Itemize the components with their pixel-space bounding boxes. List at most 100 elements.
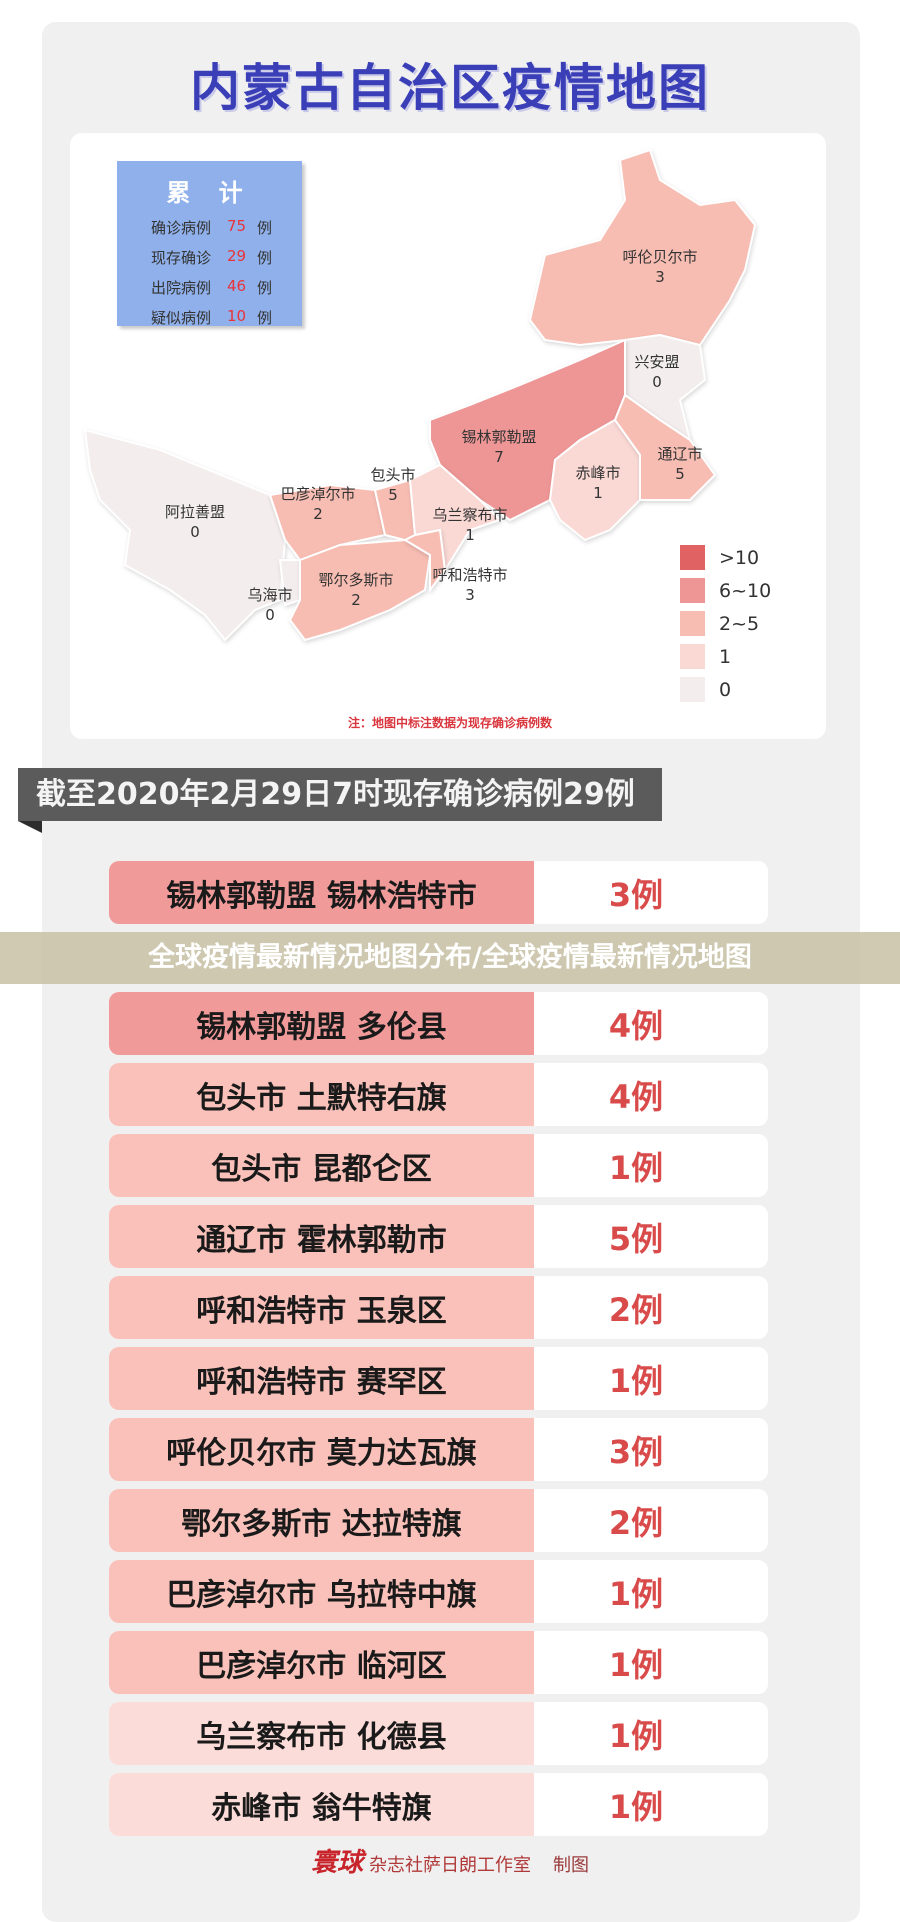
- summary-unit: 例: [257, 279, 273, 297]
- legend-label: 2~5: [719, 612, 760, 635]
- region-value: 3: [465, 586, 475, 604]
- map-region: [528, 148, 757, 347]
- region-value: 2: [351, 591, 361, 609]
- row-count: 3例: [608, 875, 664, 914]
- region-name: 通辽市: [657, 445, 702, 463]
- region-value: 0: [652, 373, 662, 391]
- summary-box: 累 计 确诊病例 75 例现存确诊 29 例出院病例 46 例疑似病例 10 例: [117, 161, 302, 328]
- summary-value: 29: [227, 247, 247, 265]
- region-name: 阿拉善盟: [165, 503, 225, 521]
- legend-swatch: [680, 611, 705, 636]
- legend-swatch: [680, 545, 705, 570]
- row-place: 锡林郭勒盟 多伦县: [109, 992, 534, 1055]
- row-place: 赤峰市 翁牛特旗: [109, 1773, 534, 1836]
- summary-value: 75: [227, 217, 247, 235]
- row-count: 1例: [608, 1716, 664, 1755]
- region-name: 呼伦贝尔市: [622, 248, 697, 266]
- region-name: 兴安盟: [634, 353, 679, 371]
- case-row: 乌兰察布市 化德县 1例: [109, 1702, 768, 1765]
- page-title: 内蒙古自治区疫情地图: [190, 59, 710, 117]
- legend-item: 6~10: [680, 574, 771, 607]
- row-count: 1例: [608, 1148, 664, 1187]
- case-row: 锡林郭勒盟 锡林浩特市 3例: [109, 861, 768, 924]
- footer: 寰球 杂志社萨日朗工作室 制图: [0, 1842, 900, 1879]
- region-name: 巴彦淖尔市: [280, 485, 355, 503]
- region-name: 锡林郭勒盟: [461, 428, 536, 446]
- row-place: 通辽市 霍林郭勒市: [109, 1205, 534, 1268]
- case-list: 锡林郭勒盟 锡林浩特市 3例 全球疫情最新情况地图分布/全球疫情最新情况地图 锡林郭勒…: [0, 861, 900, 1844]
- legend-item: >10: [680, 541, 771, 574]
- publisher-logo: 寰球: [310, 1848, 363, 1878]
- row-count: 5例: [608, 1219, 664, 1258]
- case-row: 巴彦淖尔市 乌拉特中旗 1例: [109, 1560, 768, 1623]
- row-count: 1例: [608, 1574, 664, 1613]
- summary-label: 疑似病例: [151, 309, 212, 327]
- summary-unit: 例: [257, 249, 273, 267]
- legend-label: 6~10: [719, 579, 772, 602]
- legend-label: >10: [719, 546, 760, 569]
- summary-title: 累 计: [166, 179, 253, 207]
- row-count: 2例: [608, 1290, 664, 1329]
- summary-label: 确诊病例: [151, 219, 212, 237]
- region-name: 乌海市: [247, 586, 292, 604]
- row-place: 锡林郭勒盟 锡林浩特市: [109, 861, 534, 924]
- case-row: 巴彦淖尔市 临河区 1例: [109, 1631, 768, 1694]
- legend-item: 2~5: [680, 607, 771, 640]
- summary-item: 现存确诊 29 例: [151, 247, 302, 268]
- region-value: 2: [313, 505, 323, 523]
- map-note: 注：地图中标注数据为现存确诊病例数: [347, 716, 552, 730]
- summary-item: 疑似病例 10 例: [151, 307, 302, 328]
- row-count: 1例: [608, 1361, 664, 1400]
- region-name: 包头市: [370, 466, 415, 484]
- case-row: 呼和浩特市 玉泉区 2例: [109, 1276, 768, 1339]
- map-region: [548, 418, 641, 542]
- row-place: 巴彦淖尔市 乌拉特中旗: [109, 1560, 534, 1623]
- case-row: 鄂尔多斯市 达拉特旗 2例: [109, 1489, 768, 1552]
- row-count: 1例: [608, 1645, 664, 1684]
- case-row: 通辽市 霍林郭勒市 5例: [109, 1205, 768, 1268]
- row-place: 乌兰察布市 化德县: [109, 1702, 534, 1765]
- summary-unit: 例: [257, 309, 273, 327]
- row-place: 呼和浩特市 赛罕区: [109, 1347, 534, 1410]
- row-count: 4例: [608, 1077, 664, 1116]
- region-value: 1: [465, 526, 475, 544]
- legend-swatch: [680, 578, 705, 603]
- case-row: 赤峰市 翁牛特旗 1例: [109, 1773, 768, 1836]
- summary-value: 46: [227, 277, 247, 295]
- row-place: 包头市 土默特右旗: [109, 1063, 534, 1126]
- region-value: 7: [494, 448, 504, 466]
- legend-item: 0: [680, 673, 771, 706]
- summary-label: 出院病例: [151, 279, 212, 297]
- row-count: 1例: [608, 1787, 664, 1826]
- map-region: [288, 538, 432, 642]
- case-row: 包头市 昆都仑区 1例: [109, 1134, 768, 1197]
- row-place: 呼伦贝尔市 莫力达瓦旗: [109, 1418, 534, 1481]
- summary-unit: 例: [257, 219, 273, 237]
- case-row: 包头市 土默特右旗 4例: [109, 1063, 768, 1126]
- region-value: 3: [655, 268, 665, 286]
- date-banner: 截至2020年2月29日7时现存确诊病例29例: [18, 768, 662, 821]
- summary-label: 现存确诊: [151, 249, 212, 267]
- region-value: 5: [675, 465, 685, 483]
- studio-name: 杂志社萨日朗工作室: [369, 1855, 531, 1876]
- row-place: 鄂尔多斯市 达拉特旗: [109, 1489, 534, 1552]
- row-place: 巴彦淖尔市 临河区: [109, 1631, 534, 1694]
- legend-label: 1: [719, 645, 732, 668]
- region-name: 乌兰察布市: [432, 506, 507, 524]
- legend-item: 1: [680, 640, 771, 673]
- region-name: 赤峰市: [575, 464, 620, 482]
- map-region: [83, 428, 287, 642]
- case-row: 锡林郭勒盟 多伦县 4例: [109, 992, 768, 1055]
- region-name: 鄂尔多斯市: [318, 571, 393, 589]
- row-count: 4例: [608, 1006, 664, 1045]
- made-by: 制图: [553, 1855, 589, 1876]
- summary-value: 10: [227, 307, 247, 325]
- map-region: [613, 393, 717, 501]
- legend-label: 0: [719, 678, 732, 701]
- region-value: 0: [265, 606, 275, 624]
- map-region: [268, 483, 387, 562]
- region-name: 呼和浩特市: [432, 566, 507, 584]
- region-value: 5: [388, 486, 398, 504]
- region-value: 1: [593, 484, 603, 502]
- legend-swatch: [680, 677, 705, 702]
